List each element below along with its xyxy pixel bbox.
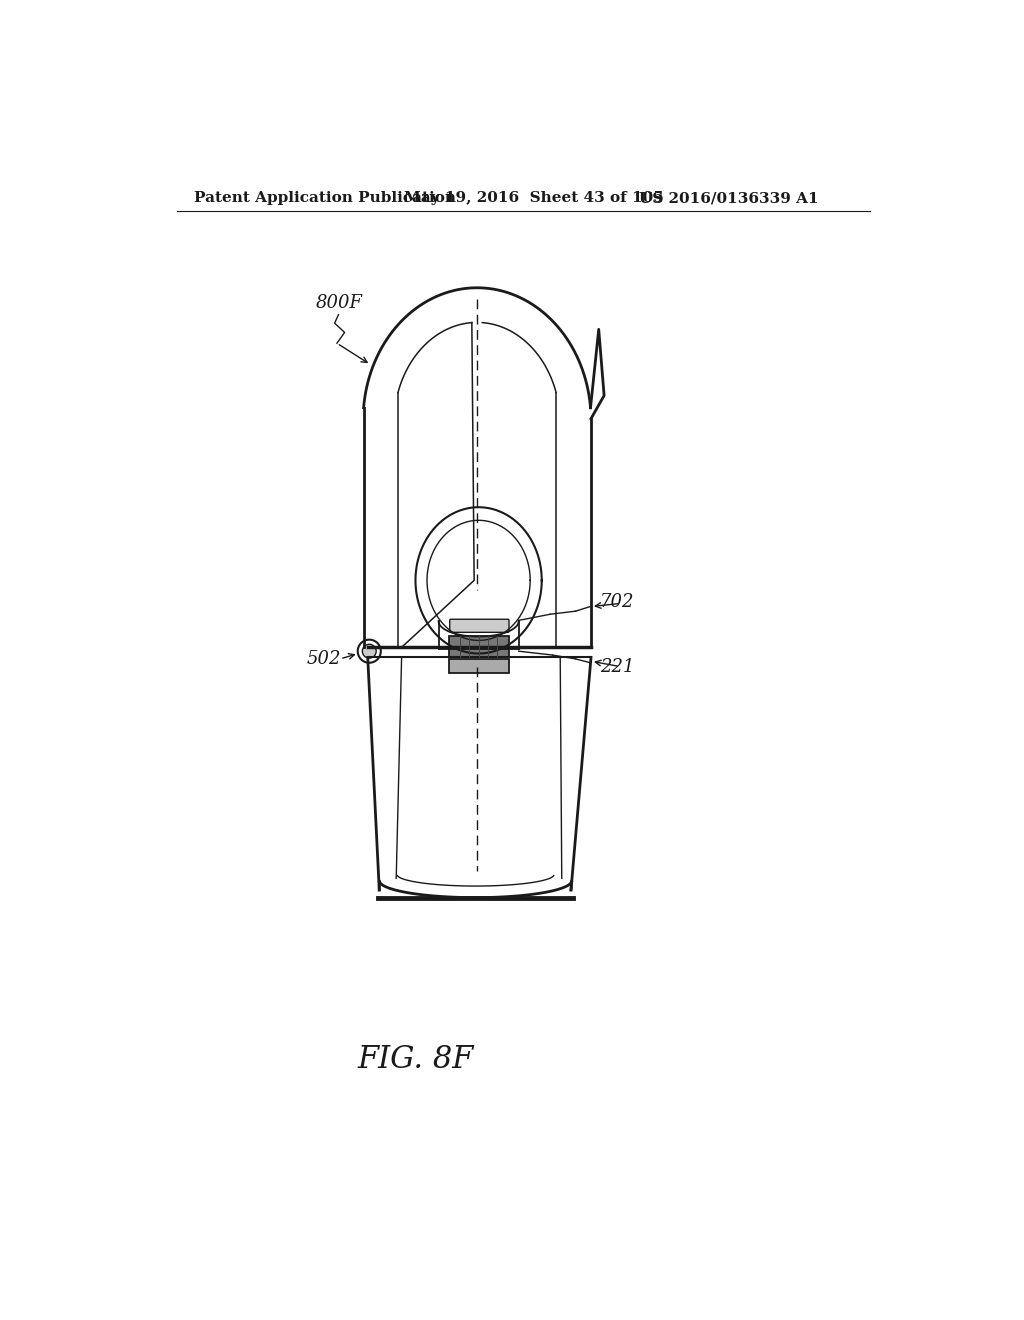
Bar (450, 659, 509, 673)
Text: FIG. 8F: FIG. 8F (357, 1044, 474, 1074)
Text: US 2016/0136339 A1: US 2016/0136339 A1 (639, 191, 818, 206)
Bar (450, 636, 509, 657)
Text: 702: 702 (600, 593, 635, 611)
Circle shape (357, 640, 381, 663)
Circle shape (362, 644, 376, 659)
Text: 502: 502 (306, 649, 341, 668)
Text: 221: 221 (600, 657, 635, 676)
Text: May 19, 2016  Sheet 43 of 105: May 19, 2016 Sheet 43 of 105 (403, 191, 664, 206)
Text: 800F: 800F (315, 294, 362, 312)
FancyBboxPatch shape (450, 619, 509, 632)
Text: Patent Application Publication: Patent Application Publication (194, 191, 456, 206)
